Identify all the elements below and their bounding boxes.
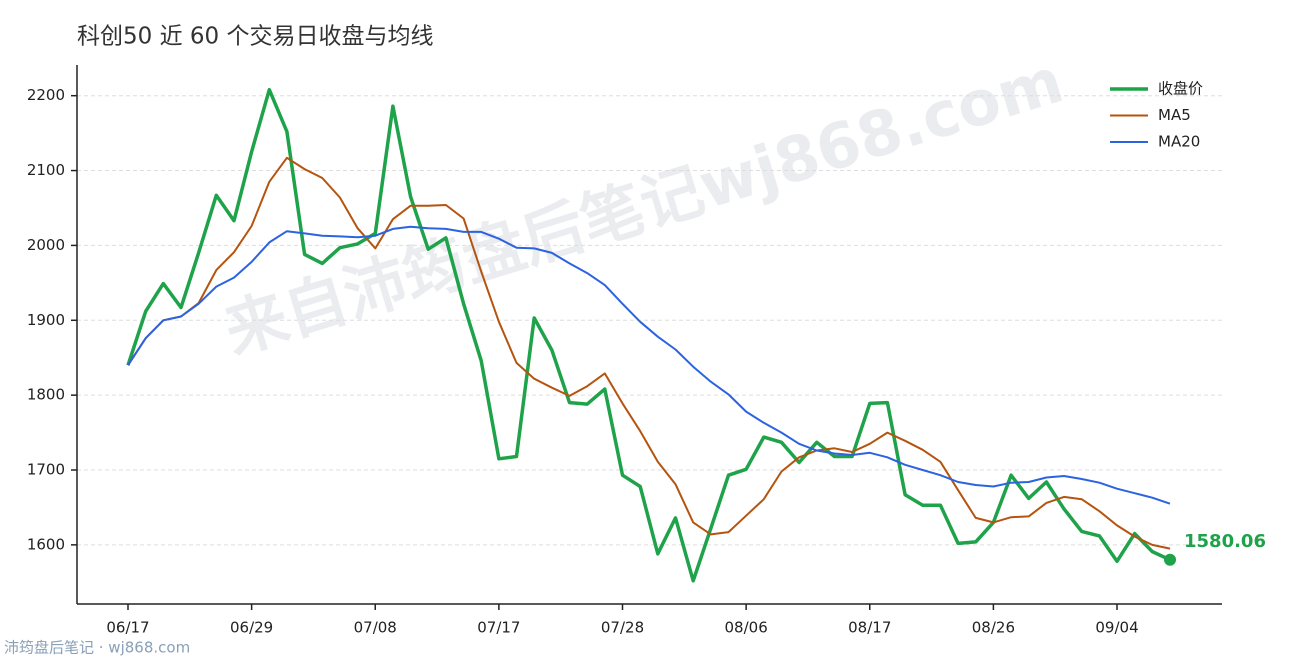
y-tick-label: 1600 [27, 535, 65, 553]
y-tick-label: 1900 [27, 311, 65, 329]
x-tick-label: 09/04 [1095, 619, 1138, 637]
x-tick-label: 08/17 [848, 619, 891, 637]
y-tick-label: 1800 [27, 386, 65, 404]
footer: 沛筠盘后笔记 · wj868.com [4, 639, 190, 657]
chart-title: 科创50 近 60 个交易日收盘与均线 [77, 24, 433, 50]
y-tick-label: 2000 [27, 236, 65, 254]
x-tick-label: 07/08 [354, 619, 397, 637]
value-label: 1580.06 [1184, 531, 1266, 552]
y-tick-label: 2200 [27, 86, 65, 104]
y-tick-label: 1700 [27, 460, 65, 478]
last-point [1164, 553, 1176, 566]
x-tick-label: 08/26 [972, 619, 1015, 637]
legend-label: 收盘价 [1158, 80, 1203, 98]
legend-label: MA5 [1158, 106, 1191, 124]
series-line [127, 156, 1171, 550]
x-tick-label: 07/28 [601, 619, 644, 637]
legend-label: MA20 [1158, 133, 1200, 151]
x-tick-label: 06/29 [230, 619, 273, 637]
y-tick-label: 2100 [27, 161, 65, 179]
x-tick-label: 06/17 [106, 619, 149, 637]
x-tick-label: 07/17 [477, 619, 520, 637]
x-tick-label: 08/06 [725, 619, 768, 637]
series-line [127, 225, 1171, 505]
